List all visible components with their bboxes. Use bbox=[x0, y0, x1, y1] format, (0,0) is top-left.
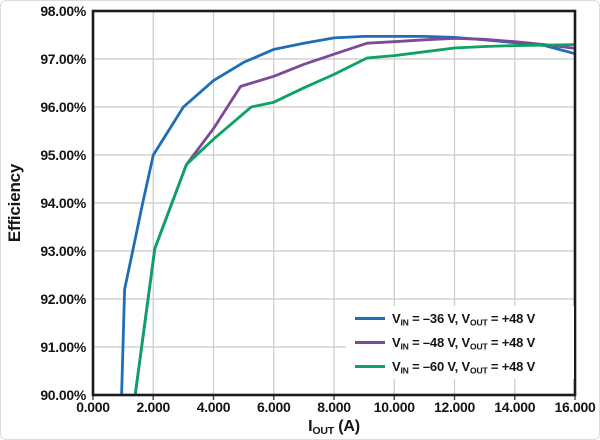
x-axis-title: IOUT (A) bbox=[308, 418, 360, 436]
y-tick-label: 94.00% bbox=[40, 195, 87, 211]
plot-frame bbox=[91, 9, 577, 397]
x-axis-title-unit: (A) bbox=[334, 418, 360, 435]
y-tick-label: 92.00% bbox=[40, 291, 87, 307]
x-tick-label: 12.000 bbox=[434, 399, 476, 415]
y-axis-title: Efficiency bbox=[5, 163, 24, 243]
y-tick-label: 91.00% bbox=[40, 339, 87, 355]
y-tick-label: 98.00% bbox=[40, 3, 87, 19]
x-tick-label: 10.000 bbox=[374, 399, 416, 415]
series-line-1 bbox=[133, 37, 576, 396]
legend-swatch-vin-48 bbox=[355, 341, 385, 344]
x-tick-label: 16.000 bbox=[554, 399, 596, 415]
x-tick-label: 6.000 bbox=[257, 399, 291, 415]
x-axis-title-subscript: OUT bbox=[312, 424, 335, 437]
x-tick-label: 2.000 bbox=[136, 399, 170, 415]
legend-item: VIN = –36 V, VOUT = +48 V bbox=[355, 307, 574, 330]
legend-label: VIN = –48 V, VOUT = +48 V bbox=[392, 335, 536, 352]
legend-item: VIN = –48 V, VOUT = +48 V bbox=[355, 331, 574, 354]
legend-label: VIN = –36 V, VOUT = +48 V bbox=[392, 311, 536, 328]
legend-item: VIN = –60 V, VOUT = +48 V bbox=[355, 355, 574, 378]
legend: VIN = –36 V, VOUT = +48 V VIN = –48 V, V… bbox=[346, 306, 574, 379]
y-tick-label: 97.00% bbox=[40, 51, 87, 67]
x-tick-label: 0.000 bbox=[76, 399, 110, 415]
y-tick-label: 95.00% bbox=[40, 147, 87, 163]
x-tick-label: 14.000 bbox=[494, 399, 536, 415]
legend-swatch-vin-60 bbox=[355, 365, 385, 368]
legend-swatch-vin-36 bbox=[355, 317, 385, 320]
y-tick-label: 90.00% bbox=[40, 387, 87, 403]
series-line-2 bbox=[133, 43, 576, 396]
legend-label: VIN = –60 V, VOUT = +48 V bbox=[392, 359, 536, 376]
x-tick-label: 8.000 bbox=[317, 399, 351, 415]
y-tick-label: 93.00% bbox=[40, 243, 87, 259]
y-tick-label: 96.00% bbox=[40, 99, 87, 115]
x-axis-title-base: I bbox=[308, 418, 313, 435]
x-tick-label: 4.000 bbox=[197, 399, 231, 415]
